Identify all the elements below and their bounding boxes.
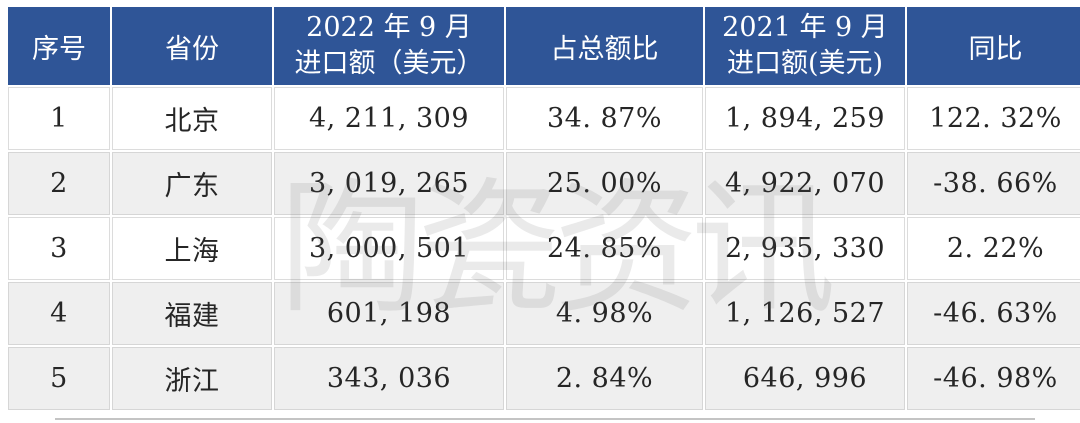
cell-yoy: 122. 32%: [907, 87, 1080, 150]
cell-no: 5: [8, 347, 110, 410]
cell-yoy: -46. 98%: [907, 347, 1080, 410]
cell-no: 3: [8, 217, 110, 280]
cell-yoy: -46. 63%: [907, 282, 1080, 345]
cell-share: 24. 85%: [506, 217, 703, 280]
header-2022-line1: 2022 年 9 月: [306, 12, 472, 43]
header-cell-share: 占总额比: [506, 7, 703, 85]
table-row: 3 上海 3, 000, 501 24. 85% 2, 935, 330 2. …: [8, 217, 1080, 280]
cell-import-2022: 4, 211, 309: [274, 87, 504, 150]
cell-no: 1: [8, 87, 110, 150]
cell-province: 北京: [112, 87, 272, 150]
table-header: 序号 省份 2022 年 9 月 进口额（美元） 占总额比 2021 年 9 月…: [8, 7, 1080, 85]
cell-import-2021: 2, 935, 330: [705, 217, 905, 280]
cell-yoy: 2. 22%: [907, 217, 1080, 280]
cell-province: 福建: [112, 282, 272, 345]
table-row: 2 广东 3, 019, 265 25. 00% 4, 922, 070 -38…: [8, 152, 1080, 215]
header-cell-province: 省份: [112, 7, 272, 85]
cell-share: 2. 84%: [506, 347, 703, 410]
table-row: 4 福建 601, 198 4. 98% 1, 126, 527 -46. 63…: [8, 282, 1080, 345]
table-row: 1 北京 4, 211, 309 34. 87% 1, 894, 259 122…: [8, 87, 1080, 150]
cell-import-2022: 3, 019, 265: [274, 152, 504, 215]
header-cell-no: 序号: [8, 7, 110, 85]
cell-no: 4: [8, 282, 110, 345]
table-body: 1 北京 4, 211, 309 34. 87% 1, 894, 259 122…: [8, 87, 1080, 410]
header-2021-line2: 进口额(美元): [726, 48, 884, 79]
cell-yoy: -38. 66%: [907, 152, 1080, 215]
cell-share: 34. 87%: [506, 87, 703, 150]
cell-province: 上海: [112, 217, 272, 280]
header-2022-line2: 进口额（美元）: [294, 48, 484, 79]
cell-import-2022: 601, 198: [274, 282, 504, 345]
header-cell-yoy: 同比: [907, 7, 1080, 85]
cell-province: 广东: [112, 152, 272, 215]
cell-import-2021: 1, 126, 527: [705, 282, 905, 345]
cell-no: 2: [8, 152, 110, 215]
cell-province: 浙江: [112, 347, 272, 410]
cell-import-2021: 646, 996: [705, 347, 905, 410]
header-cell-import-2021: 2021 年 9 月 进口额(美元): [705, 7, 905, 85]
bottom-divider-line: [55, 418, 1035, 420]
header-row: 序号 省份 2022 年 9 月 进口额（美元） 占总额比 2021 年 9 月…: [8, 7, 1080, 85]
header-cell-import-2022: 2022 年 9 月 进口额（美元）: [274, 7, 504, 85]
cell-share: 4. 98%: [506, 282, 703, 345]
cell-import-2021: 1, 894, 259: [705, 87, 905, 150]
cell-import-2021: 4, 922, 070: [705, 152, 905, 215]
table-row: 5 浙江 343, 036 2. 84% 646, 996 -46. 98%: [8, 347, 1080, 410]
header-2021-line1: 2021 年 9 月: [722, 12, 888, 43]
cell-share: 25. 00%: [506, 152, 703, 215]
import-data-table: 序号 省份 2022 年 9 月 进口额（美元） 占总额比 2021 年 9 月…: [6, 5, 1080, 412]
cell-import-2022: 343, 036: [274, 347, 504, 410]
cell-import-2022: 3, 000, 501: [274, 217, 504, 280]
